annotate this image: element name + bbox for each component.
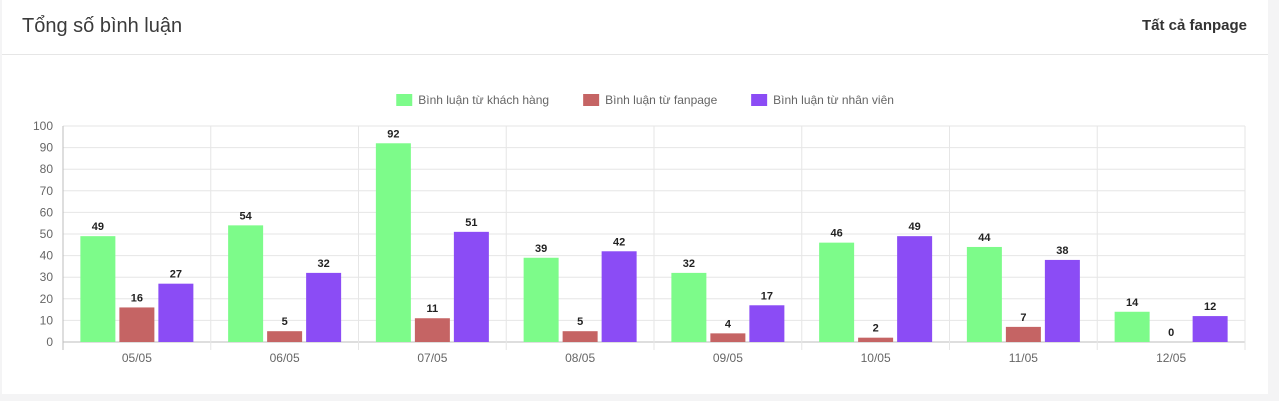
- x-tick-label: 08/05: [565, 351, 595, 365]
- bar[interactable]: [523, 257, 559, 342]
- bar[interactable]: [749, 305, 785, 342]
- card-header: Tổng số bình luận Tất cả fanpage: [2, 0, 1268, 55]
- data-label: 7: [1020, 312, 1026, 324]
- bar[interactable]: [1044, 259, 1080, 342]
- data-label: 49: [909, 221, 921, 233]
- data-label: 5: [577, 316, 583, 328]
- data-label: 92: [387, 128, 399, 140]
- x-tick-label: 12/05: [1156, 351, 1186, 365]
- y-tick-label: 90: [40, 141, 54, 155]
- data-label: 46: [831, 228, 843, 240]
- data-label: 51: [465, 217, 477, 229]
- data-label: 49: [92, 221, 104, 233]
- data-label: 16: [131, 292, 143, 304]
- y-tick-label: 80: [40, 162, 54, 176]
- data-label: 27: [170, 269, 182, 281]
- y-tick-label: 10: [40, 313, 54, 327]
- x-tick-label: 07/05: [417, 351, 447, 365]
- bar[interactable]: [119, 307, 155, 342]
- legend-swatch: [751, 94, 768, 106]
- x-tick-label: 11/05: [1009, 351, 1038, 365]
- bar[interactable]: [562, 331, 598, 342]
- data-label: 32: [683, 258, 695, 270]
- data-label: 11: [427, 303, 439, 315]
- bar[interactable]: [1114, 311, 1150, 342]
- y-tick-label: 20: [40, 292, 54, 306]
- y-tick-label: 60: [40, 205, 54, 219]
- data-label: 17: [761, 290, 773, 302]
- x-tick-label: 06/05: [270, 351, 300, 365]
- bar[interactable]: [897, 236, 933, 342]
- y-tick-label: 0: [46, 335, 53, 349]
- data-label: 32: [318, 258, 330, 270]
- data-label: 5: [282, 316, 288, 328]
- x-tick-label: 05/05: [122, 351, 152, 365]
- bar[interactable]: [453, 231, 489, 342]
- y-tick-label: 70: [40, 184, 54, 198]
- data-label: 39: [535, 243, 547, 255]
- legend-label[interactable]: Bình luận từ nhân viên: [773, 93, 894, 107]
- y-tick-label: 100: [33, 119, 53, 133]
- data-label: 54: [240, 210, 253, 222]
- bar[interactable]: [710, 333, 746, 342]
- bar[interactable]: [158, 283, 194, 342]
- legend-label[interactable]: Bình luận từ fanpage: [605, 93, 717, 107]
- bar[interactable]: [1192, 316, 1228, 342]
- bar[interactable]: [267, 331, 303, 342]
- bar[interactable]: [414, 318, 450, 342]
- y-tick-label: 40: [40, 249, 54, 263]
- data-label: 44: [978, 232, 991, 244]
- bar[interactable]: [671, 272, 707, 342]
- legend-swatch: [396, 94, 413, 106]
- data-label: 38: [1056, 245, 1068, 257]
- bar[interactable]: [306, 272, 342, 342]
- y-tick-label: 50: [40, 227, 54, 241]
- x-tick-label: 10/05: [861, 351, 891, 365]
- fanpage-filter-link[interactable]: Tất cả fanpage: [1141, 17, 1247, 34]
- bar[interactable]: [819, 242, 855, 342]
- data-label: 12: [1204, 301, 1216, 313]
- data-label: 4: [725, 318, 732, 330]
- legend-label[interactable]: Bình luận từ khách hàng: [418, 93, 549, 107]
- bar[interactable]: [966, 246, 1002, 342]
- data-label: 42: [613, 236, 625, 248]
- data-label: 2: [873, 323, 879, 335]
- x-tick-label: 09/05: [713, 351, 743, 365]
- bar[interactable]: [1005, 326, 1041, 342]
- bar[interactable]: [228, 225, 264, 342]
- bar[interactable]: [80, 236, 116, 342]
- card-title: Tổng số bình luận: [22, 15, 183, 37]
- data-label: 0: [1168, 327, 1174, 339]
- bar[interactable]: [375, 143, 411, 342]
- legend-swatch: [583, 94, 600, 106]
- bar[interactable]: [601, 251, 637, 342]
- y-tick-label: 30: [40, 270, 54, 284]
- data-label: 14: [1126, 297, 1139, 309]
- bar[interactable]: [858, 337, 894, 342]
